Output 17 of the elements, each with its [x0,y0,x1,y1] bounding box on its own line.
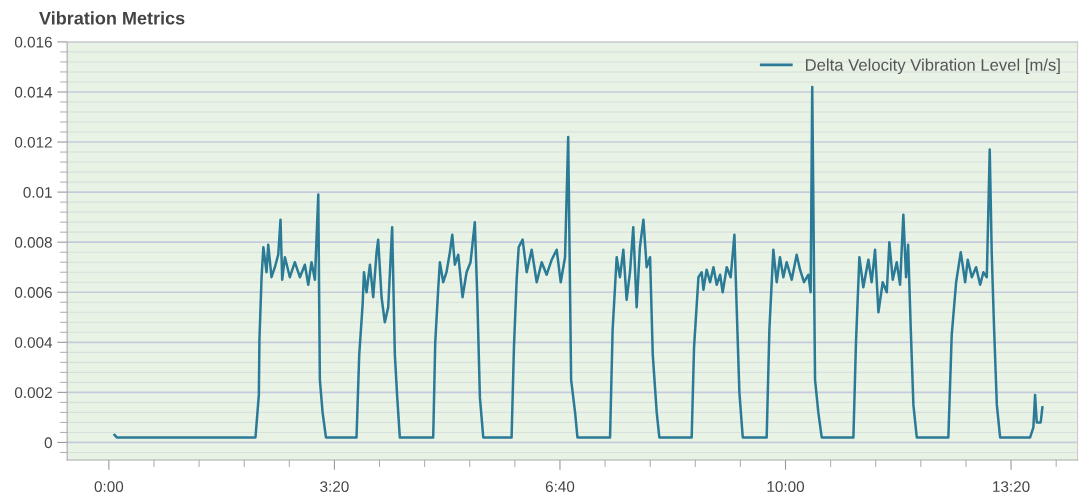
y-tick-label: 0.006 [14,287,52,298]
chart-title: Vibration Metrics [39,11,185,25]
x-tick-label: 6:40 [545,481,575,493]
x-tick-label: 0:00 [94,481,124,493]
y-tick-label: 0.016 [14,36,52,48]
y-tick-label: 0.004 [14,337,53,348]
y-tick-label: 0.012 [14,136,52,148]
y-tick-label: 0.01 [23,186,52,198]
y-tick-label: 0 [44,437,52,449]
legend-label: Delta Velocity Vibration Level [m/s] [805,58,1060,75]
line-series [113,85,1044,439]
y-tick-label: 0.008 [14,237,52,248]
y-tick-label: 0.002 [14,387,52,399]
x-tick-label: 13:20 [993,481,1030,493]
x-tick-label: 3:20 [320,481,349,493]
y-tick-label: 0.014 [14,86,53,98]
x-tick-label: 10:00 [767,481,805,493]
